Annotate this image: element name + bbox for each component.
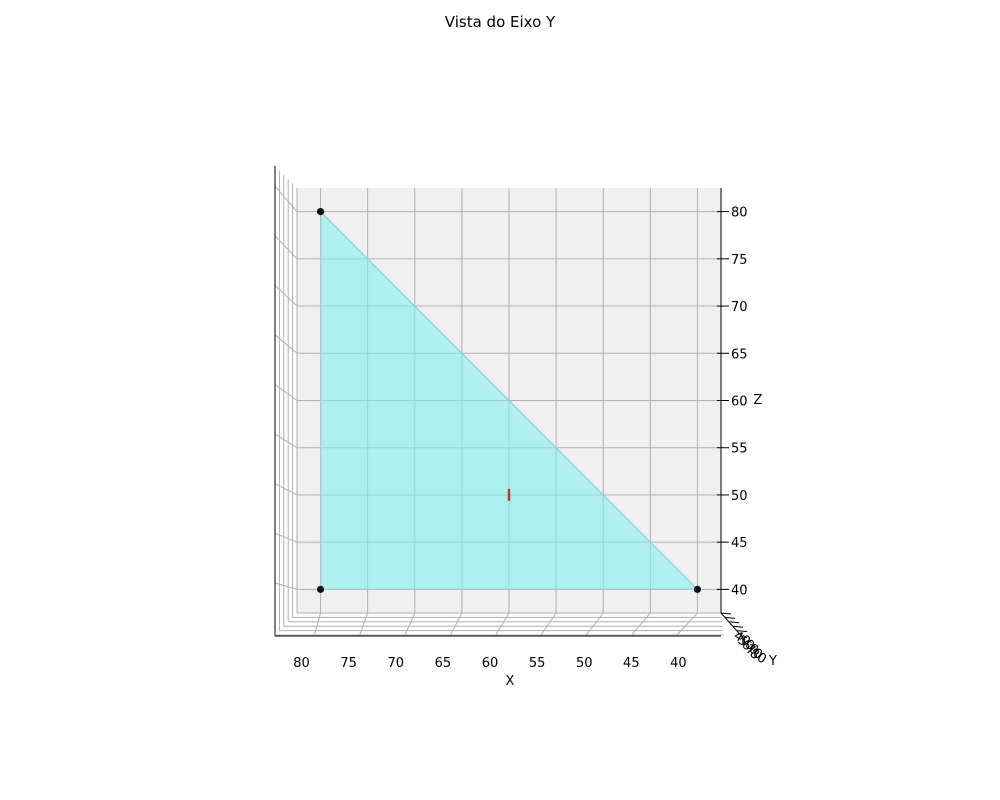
- x-tick-label: 75: [340, 656, 357, 671]
- x-tick-label: 60: [482, 656, 499, 671]
- side-pane-tick: [274, 433, 298, 449]
- y-tick: [732, 625, 744, 628]
- y-tick-label: 80: [747, 646, 769, 667]
- side-pane-tick: [274, 582, 298, 590]
- x-tick-label: 40: [670, 656, 687, 671]
- z-tick-label: 60: [731, 395, 748, 410]
- y-axis-label: Y: [768, 654, 777, 669]
- x-tick-label: 80: [293, 656, 310, 671]
- bottom-pane-tick: [358, 612, 369, 637]
- side-pane-tick: [274, 532, 298, 543]
- bottom-pane-tick: [630, 612, 651, 637]
- chart-title: Vista do Eixo Y: [445, 13, 556, 31]
- y-tick: [724, 616, 736, 619]
- x-tick-label: 70: [388, 656, 405, 671]
- side-pane-tick: [274, 334, 298, 354]
- x-tick-label: 45: [623, 656, 640, 671]
- bottom-pane: [275, 612, 724, 637]
- z-tick-label: 75: [731, 253, 748, 268]
- z-axis-label: Z: [754, 393, 763, 408]
- y-tick-label: 70: [743, 642, 765, 663]
- bottom-pane-tick: [449, 612, 463, 637]
- y-tick-label: 50: [735, 633, 757, 654]
- x-tick-label: 65: [435, 656, 452, 671]
- z-tick-label: 80: [731, 206, 748, 221]
- z-tick-label: 65: [731, 347, 748, 362]
- y-axis-line: [720, 612, 746, 641]
- bottom-pane-tick: [313, 612, 322, 637]
- y-tick: [720, 612, 732, 615]
- y-tick-label: 40: [731, 628, 753, 649]
- z-tick-label: 55: [731, 442, 748, 457]
- side-pane-tick: [274, 483, 298, 496]
- side-pane-tick: [274, 235, 298, 260]
- z-tick-label: 50: [731, 489, 748, 504]
- bottom-pane-tick: [494, 612, 510, 637]
- data-layer: [316, 208, 702, 593]
- data-point: [316, 208, 325, 216]
- y-tick: [736, 630, 748, 633]
- z-tick-label: 70: [731, 300, 748, 315]
- bottom-pane-tick: [585, 612, 604, 637]
- side-pane-tick: [274, 185, 298, 212]
- z-tick-label: 40: [731, 583, 748, 598]
- x-tick-label: 55: [529, 656, 546, 671]
- z-tick-label: 45: [731, 536, 748, 551]
- x-tick-label: 50: [576, 656, 593, 671]
- bottom-pane-tick: [539, 612, 557, 637]
- data-point: [316, 585, 325, 593]
- x-axis: 80 75 70 65 60 55 50 45 40: [293, 656, 686, 671]
- side-pane: [274, 166, 298, 636]
- data-point: [693, 585, 702, 593]
- side-pane-tick: [274, 384, 298, 401]
- y-tick-label: 60: [739, 637, 761, 658]
- bottom-pane-tick: [675, 612, 698, 637]
- side-pane-tick: [274, 284, 298, 307]
- bottom-pane-tick: [404, 612, 416, 637]
- triangle-face: [319, 210, 699, 590]
- x-axis-label: X: [506, 674, 515, 689]
- z-axis: 40 45 50 55 60 65 70 75 80: [717, 188, 748, 613]
- y-tick: [728, 621, 740, 624]
